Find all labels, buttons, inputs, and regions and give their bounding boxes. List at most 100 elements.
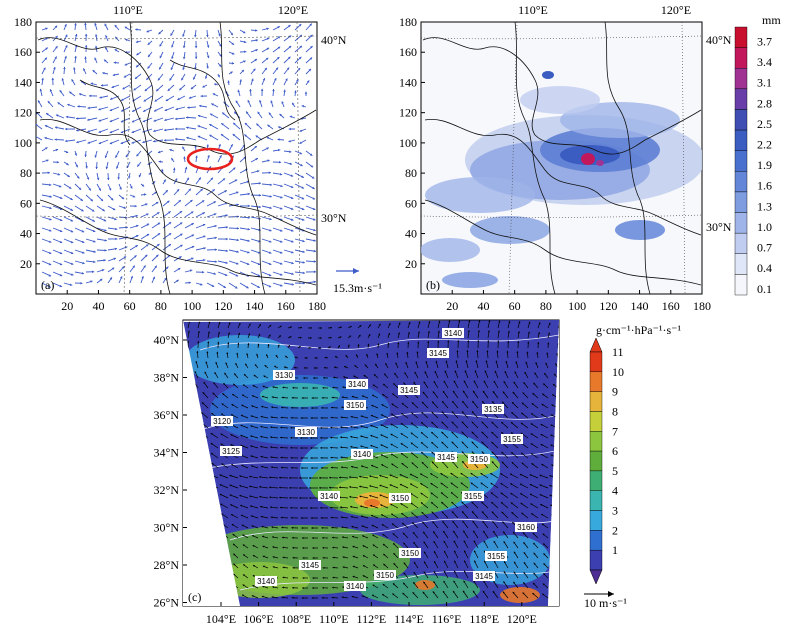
wind-vector-head bbox=[481, 421, 484, 424]
wind-vector-head bbox=[82, 251, 85, 254]
panel-b-ytick-label: 100 bbox=[399, 136, 417, 150]
colorbar-tick-label: 11 bbox=[612, 345, 624, 359]
wind-vector-head bbox=[258, 194, 261, 197]
wind-vector-head bbox=[280, 446, 283, 449]
wind-vector-head bbox=[59, 273, 63, 277]
wind-vector-head bbox=[290, 516, 293, 519]
wind-vector-head bbox=[202, 85, 205, 88]
wind-vector-head bbox=[309, 23, 312, 27]
panel-c-lat-label: 26°N bbox=[154, 596, 180, 610]
wind-vector-head bbox=[360, 515, 363, 518]
wind-vector-head bbox=[281, 536, 284, 539]
wind-vector-head bbox=[268, 284, 272, 288]
wind-vector-head bbox=[530, 423, 533, 426]
panel-a-lon-label: 110°E bbox=[113, 3, 143, 17]
wind-vector-head bbox=[423, 551, 426, 554]
wind-vector-head bbox=[310, 416, 313, 420]
colorbar-segment bbox=[734, 26, 748, 48]
wind-vector-head bbox=[208, 321, 211, 324]
wind-vector-head bbox=[225, 362, 228, 365]
wind-vector-head bbox=[277, 46, 281, 50]
wind-vector-head bbox=[100, 198, 103, 202]
wind-vector bbox=[36, 136, 43, 141]
wind-vector-head bbox=[503, 541, 506, 544]
wind-vector-head bbox=[111, 85, 115, 89]
wind-vector-head bbox=[548, 332, 551, 335]
wind-vector-head bbox=[138, 174, 142, 178]
wind-vector-head bbox=[53, 66, 56, 70]
wind-vector-head bbox=[45, 37, 49, 40]
wind-vector-head bbox=[146, 223, 150, 226]
panel-a-frame bbox=[35, 21, 318, 295]
panel-b-graticule bbox=[421, 22, 702, 294]
panel-b-ytick-label: 140 bbox=[399, 75, 417, 89]
wind-vector-head bbox=[521, 452, 524, 455]
wind-vector-head bbox=[195, 361, 198, 363]
wind-vector-head bbox=[283, 366, 286, 369]
colorbar-tick-label: 3 bbox=[612, 504, 618, 518]
wind-vector-head bbox=[94, 57, 97, 61]
wind-vector-head bbox=[266, 136, 270, 140]
wind-vector-head bbox=[471, 441, 474, 444]
wind-vector-head bbox=[382, 584, 385, 586]
wind-vector-head bbox=[430, 492, 433, 495]
wind-vector-head bbox=[410, 483, 413, 486]
wind-vector-head bbox=[59, 185, 62, 188]
wind-vector-head bbox=[276, 57, 280, 60]
wind-vector-head bbox=[405, 362, 408, 365]
wind-vector-head bbox=[495, 360, 498, 363]
colorbar-segment bbox=[734, 129, 748, 151]
wind-vector-head bbox=[257, 343, 260, 346]
wind-vector-head bbox=[496, 350, 499, 353]
wind-vector-head bbox=[199, 104, 202, 108]
wind-vector-head bbox=[204, 76, 208, 79]
wind-vector-head bbox=[48, 240, 52, 243]
wind-vector-head bbox=[550, 414, 553, 417]
wind-vector-head bbox=[255, 158, 258, 161]
wind-vector-head bbox=[535, 362, 538, 365]
wind-vector-head bbox=[70, 240, 74, 244]
wind-vector-head bbox=[218, 64, 222, 67]
wind-vector-head bbox=[143, 109, 146, 112]
wind-vector-head bbox=[433, 531, 436, 534]
panel-c-lon-label: 120°E bbox=[507, 612, 537, 626]
contour-label: 3140 bbox=[346, 582, 364, 591]
wind-vector-head bbox=[225, 261, 228, 264]
wind-vector-head bbox=[259, 476, 261, 479]
wind-vector-head bbox=[262, 535, 264, 538]
wind-vector-head bbox=[243, 554, 246, 557]
contour-label: 3155 bbox=[487, 552, 505, 561]
wind-vector-head bbox=[270, 516, 273, 519]
wind-vector-head bbox=[301, 218, 305, 221]
wind-vector-head bbox=[543, 553, 546, 556]
wind-vector-head bbox=[481, 511, 484, 514]
wind-vector-head bbox=[120, 130, 124, 134]
wind-vector-head bbox=[320, 436, 322, 439]
wind-vector-head bbox=[94, 34, 98, 37]
panel-b-xtick-label: 60 bbox=[509, 299, 521, 313]
wind-vector-head bbox=[206, 144, 209, 147]
wind-vector-head bbox=[471, 451, 474, 454]
wind-vector-head bbox=[462, 590, 465, 593]
wind-vector-head bbox=[481, 501, 484, 504]
wind-vector-head bbox=[280, 426, 283, 429]
wind-vector-head bbox=[445, 360, 448, 363]
wind-vector-head bbox=[513, 551, 516, 554]
wind-vector-head bbox=[324, 356, 327, 359]
wind-vector-head bbox=[349, 486, 351, 489]
wind-vector-head bbox=[506, 350, 509, 353]
wind-vector-head bbox=[197, 340, 200, 343]
wind-vector-head bbox=[280, 262, 283, 265]
wind-vector-head bbox=[322, 546, 325, 549]
wind-vector-head bbox=[71, 79, 74, 82]
wind-vector-head bbox=[59, 284, 62, 288]
wind-vector-head bbox=[91, 209, 95, 212]
wind-vector-head bbox=[340, 516, 343, 519]
panel-b-ytick-label: 180 bbox=[399, 15, 417, 29]
wind-vector-head bbox=[282, 586, 284, 589]
wind-vector-head bbox=[114, 49, 118, 52]
wind-vector-head bbox=[93, 240, 96, 243]
wind-vector-head bbox=[210, 443, 213, 445]
wind-vector-head bbox=[431, 432, 434, 434]
wind-vector-head bbox=[239, 475, 242, 478]
